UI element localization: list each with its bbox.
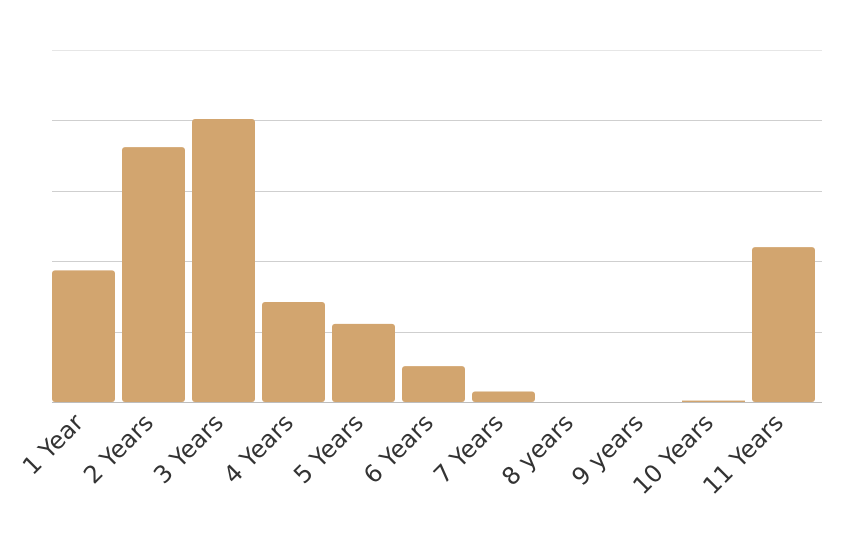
bar	[192, 118, 255, 403]
x-tick-label: 4 Years	[218, 408, 299, 489]
bar	[752, 247, 815, 402]
bar	[52, 270, 115, 402]
x-tick-label: 6 Years	[358, 408, 439, 489]
bar	[332, 323, 395, 402]
x-tick-label: 2 Years	[78, 408, 159, 489]
x-tick-label: 5 Years	[288, 408, 369, 489]
bars	[52, 118, 815, 403]
bar	[402, 366, 465, 402]
bar	[682, 400, 745, 402]
x-tick-label: 8 years	[496, 408, 579, 491]
bar	[122, 147, 185, 402]
bar	[472, 391, 535, 402]
x-tick-label: 3 Years	[148, 408, 229, 489]
bar	[262, 302, 325, 402]
x-tick-label: 7 Years	[428, 408, 509, 489]
